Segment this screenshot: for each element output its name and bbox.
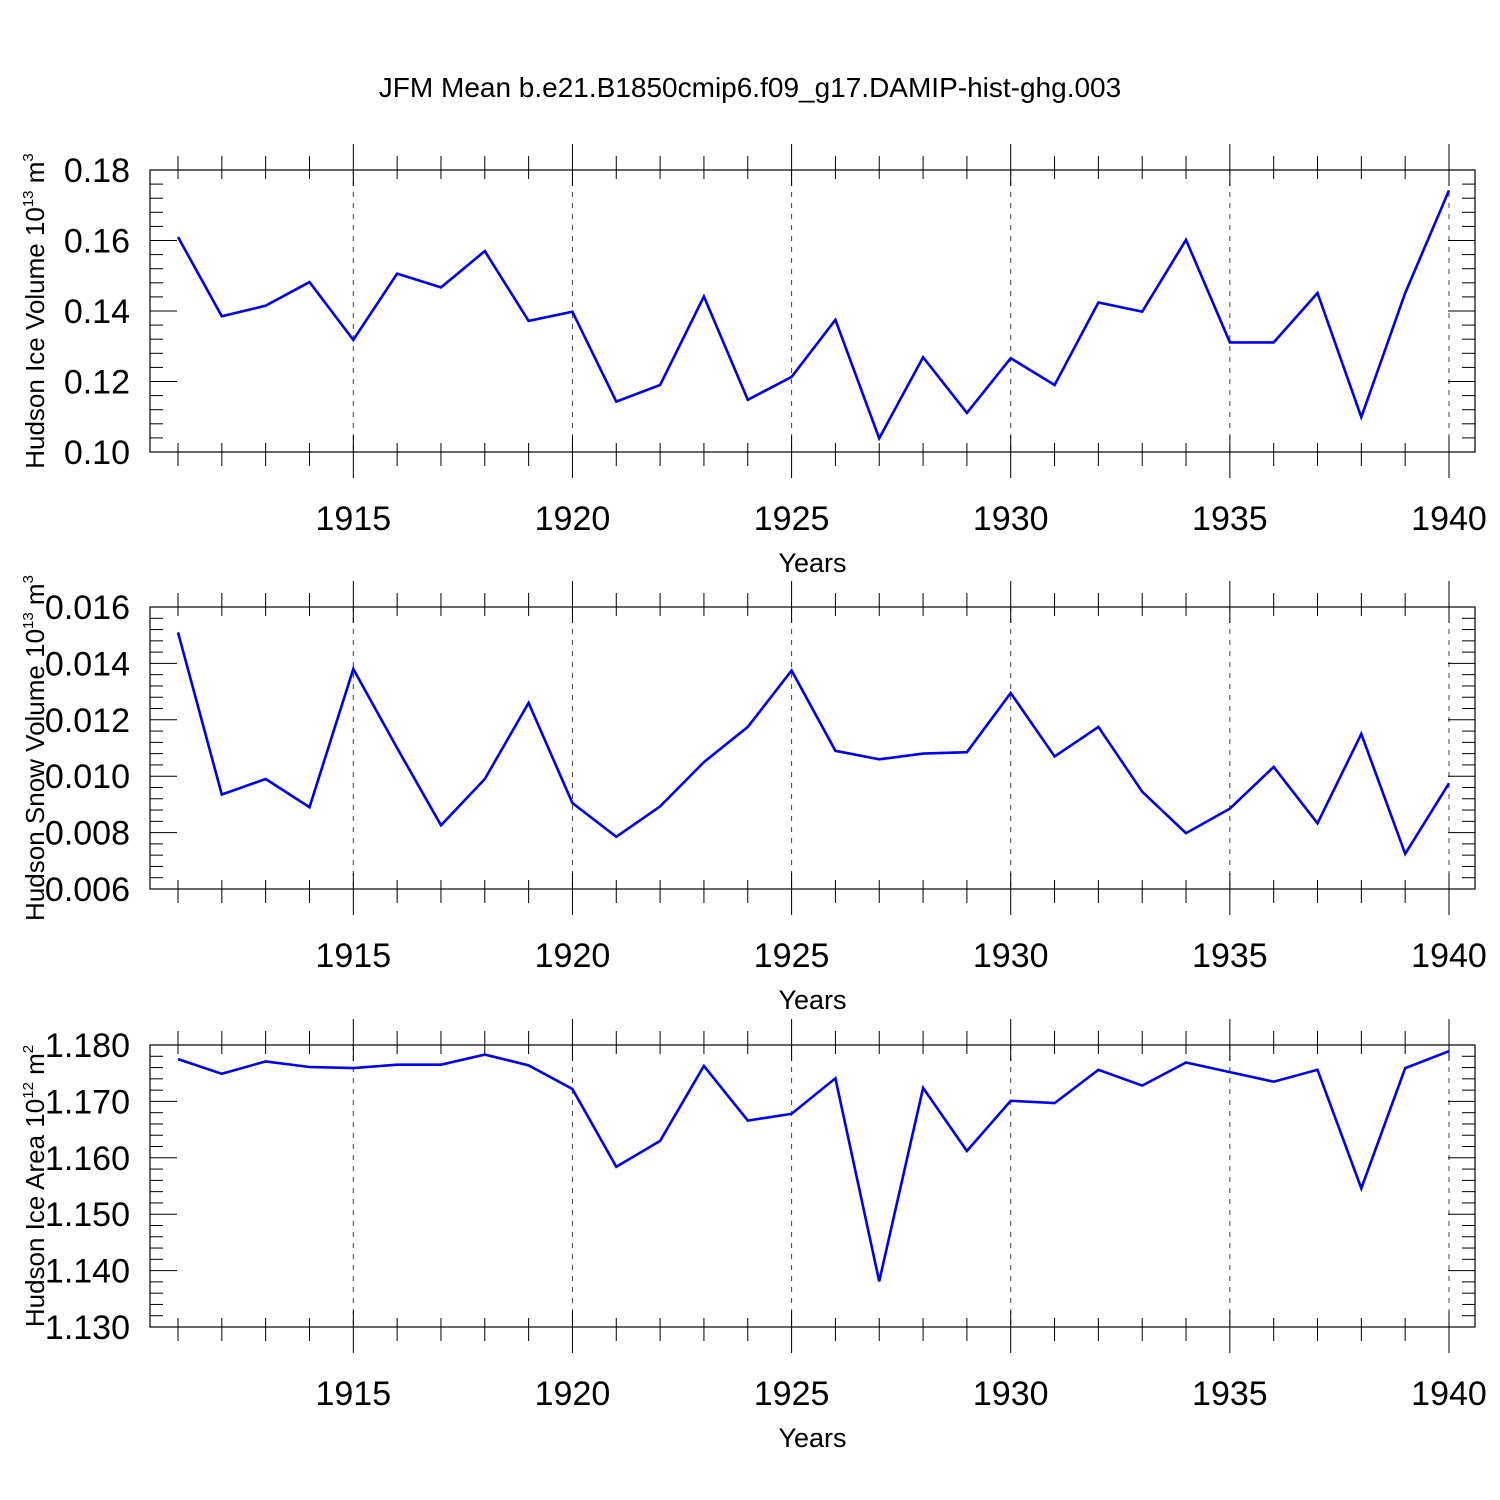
x-tick-label: 1935 — [1192, 500, 1268, 538]
y-axis-label: Hudson Snow Volume 1013 m3 — [20, 575, 50, 921]
y-tick-label: 1.150 — [45, 1196, 130, 1234]
y-tick-label: 0.16 — [64, 223, 130, 261]
y-tick-label: 0.18 — [64, 152, 130, 190]
x-tick-label: 1925 — [754, 1375, 830, 1413]
x-tick-label: 1920 — [535, 937, 611, 975]
figure-title: JFM Mean b.e21.B1850cmip6.f09_g17.DAMIP-… — [379, 72, 1121, 103]
series-line-snow-volume — [176, 632, 1451, 857]
x-tick-label: 1930 — [973, 937, 1049, 975]
panels: 1915 1920 1925 1930 1935 1940 Years 0.10 0.12 0.1… — [20, 144, 1487, 1453]
y-tick-label: 1.180 — [45, 1027, 130, 1065]
y-axis-label-prefix: Hudson Snow Volume 10 — [20, 629, 50, 921]
series-line-ice-volume — [176, 189, 1451, 442]
x-tick-label: 1935 — [1192, 1375, 1268, 1413]
x-axis-label: Years — [778, 985, 846, 1015]
y-tick-label: 0.014 — [45, 645, 130, 683]
y-axis-label-exp: 13 — [20, 612, 37, 629]
y-tick-label: 1.170 — [45, 1083, 130, 1121]
y-tick-label: 0.14 — [64, 293, 130, 331]
y-axis-label-prefix: Hudson Ice Area 10 — [20, 1099, 50, 1327]
y-axis-label-unit: m — [20, 162, 50, 191]
plot-frame — [149, 1044, 1476, 1328]
x-tick-label: 1940 — [1411, 1375, 1487, 1413]
x-axis-label: Years — [778, 1423, 846, 1453]
y-tick-label: 0.012 — [45, 702, 130, 740]
y-axis-label: Hudson Ice Volume 1013 m3 — [20, 153, 50, 469]
x-tick-label: 1925 — [754, 937, 830, 975]
x-axis-label: Years — [778, 548, 846, 578]
y-tick-label: 0.12 — [64, 364, 130, 402]
x-tick-label: 1920 — [535, 500, 611, 538]
x-tick-label: 1940 — [1411, 500, 1487, 538]
panel-1: 1915 1920 1925 1930 1935 1940 Years 0.10 0.12 0.1… — [20, 144, 1487, 578]
y-axis-label-exp: 12 — [20, 1082, 37, 1099]
y-tick-label: 0.008 — [45, 815, 130, 853]
y-tick-label: 1.160 — [45, 1140, 130, 1178]
y-axis-label-unit: m — [20, 1053, 50, 1082]
y-axis-label-unit-exp: 3 — [20, 153, 37, 161]
x-tick-label: 1925 — [754, 500, 830, 538]
x-tick-label: 1930 — [973, 1375, 1049, 1413]
y-tick-label: 0.10 — [64, 434, 130, 472]
y-tick-label: 0.016 — [45, 589, 130, 627]
x-tick-label: 1940 — [1411, 937, 1487, 975]
x-tick-label: 1930 — [973, 500, 1049, 538]
plot-frame — [149, 169, 1476, 453]
y-tick-label: 0.006 — [45, 871, 130, 909]
y-tick-label: 1.140 — [45, 1253, 130, 1291]
y-axis-label-exp: 13 — [20, 190, 37, 207]
x-tick-label: 1920 — [535, 1375, 611, 1413]
y-axis-label: Hudson Ice Area 1012 m2 — [20, 1045, 50, 1327]
panel-2: 1915 1920 1925 1930 1935 1940 Years 0.006 0.008 0… — [20, 575, 1487, 1015]
x-tick-label: 1915 — [315, 937, 391, 975]
x-tick-label: 1915 — [315, 500, 391, 538]
y-axis-label-unit-exp: 3 — [20, 575, 37, 583]
y-tick-label: 0.010 — [45, 758, 130, 796]
series-line-ice-area — [177, 1049, 1450, 1282]
plot-frame — [149, 606, 1476, 890]
x-tick-label: 1935 — [1192, 937, 1268, 975]
y-axis-label-unit-exp: 2 — [20, 1045, 37, 1053]
y-axis-label-prefix: Hudson Ice Volume 10 — [20, 207, 50, 469]
x-tick-label: 1915 — [315, 1375, 391, 1413]
y-tick-label: 1.130 — [45, 1309, 130, 1347]
y-axis-label-unit: m — [20, 583, 50, 612]
panel-3: 1915 1920 1925 1930 1935 1940 Years 1.130 1.140 1… — [20, 1019, 1487, 1453]
